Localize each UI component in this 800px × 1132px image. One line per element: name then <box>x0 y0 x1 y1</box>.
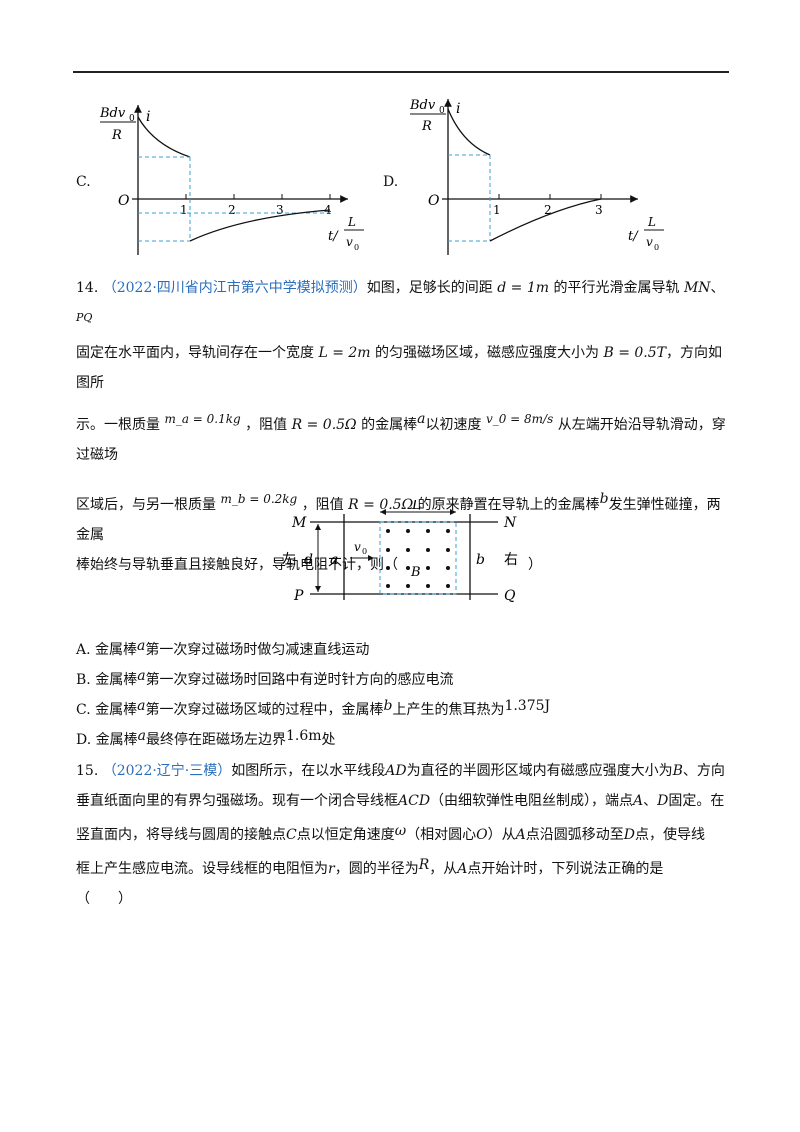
tick-3: 3 <box>595 203 603 217</box>
question-source: （2022·辽宁·三模） <box>102 763 232 779</box>
header-rule <box>73 71 729 73</box>
graph-option-c: Bdv 0 R i O 1 2 3 4 t/ L v 0 <box>99 105 364 255</box>
q15-line-4: 框上产生感应电流。设导线框的电阻恒为r，圆的半径为R，从A点开始计时，下列说法正… <box>76 857 664 877</box>
y-axis-letter: i <box>456 101 460 117</box>
svg-text:B: B <box>410 565 421 580</box>
width-value: L = 2m <box>318 344 371 361</box>
y-label-den: R <box>111 128 122 143</box>
origin-label: O <box>118 193 130 209</box>
origin-label: O <box>428 193 440 209</box>
y-label-sub: 0 <box>129 114 135 124</box>
question-14-text: 14. （2022·四川省内江市第六中学模拟预测）如图，足够长的间距 d = 1… <box>76 273 726 580</box>
x-label-num: L <box>647 215 656 229</box>
question-number: 15. <box>76 763 99 779</box>
tick-1: 1 <box>180 203 188 217</box>
y-label-sub: 0 <box>439 106 445 116</box>
option-d[interactable]: D. 金属棒a最终停在距磁场左边界1.6m处 <box>76 728 336 748</box>
tick-3: 3 <box>276 203 284 217</box>
q14-line-4: 区域后，与另一根质量 m_b = 0.2kg ，阻值 R = 0.5Ω 的原来静… <box>76 490 721 543</box>
x-label-sub: 0 <box>654 243 659 252</box>
q14-line-3: 示。一根质量 m_a = 0.1kg ，阻值 R = 0.5Ω 的金属棒a以初速… <box>76 410 726 463</box>
mass-a-value: m_a = 0.1kg <box>164 411 241 426</box>
positive-curve <box>137 116 191 158</box>
q15-line-2: 垂直纸面向里的有界匀强磁场。现有一个闭合导线框ACD（由细软弹性电阻丝制成），端… <box>76 793 725 809</box>
svg-text:Q: Q <box>504 588 516 604</box>
velocity-value: v_0 = 8m/s <box>485 411 554 426</box>
svg-text:M: M <box>291 515 307 531</box>
option-c[interactable]: C. 金属棒a第一次穿过磁场区域的过程中，金属棒b上产生的焦耳热为1.375J <box>76 698 551 718</box>
svg-text:右: 右 <box>504 552 518 568</box>
x-label-num: L <box>347 215 356 229</box>
negative-curve <box>489 198 602 242</box>
option-b[interactable]: B. 金属棒a第一次穿过磁场时回路中有逆时针方向的感应电流 <box>76 668 454 688</box>
mass-b-value: m_b = 0.2kg <box>220 491 298 506</box>
svg-text:N: N <box>503 515 517 531</box>
svg-text:P: P <box>293 588 304 604</box>
x-label-den: v <box>646 235 653 249</box>
field-region <box>379 521 457 595</box>
svg-text:L: L <box>411 500 421 513</box>
field-dots <box>386 529 450 588</box>
graph-option-d: Bdv 0 R i O 1 2 3 t/ L v 0 <box>409 98 664 255</box>
question-number: 14. <box>76 280 99 296</box>
q14-rail-figure: M N P Q 左 d a v 0 L B b 右 <box>282 500 518 604</box>
negative-curve <box>189 209 331 242</box>
x-label-den: v <box>346 235 353 249</box>
y-axis-letter: i <box>146 109 150 125</box>
y-label-den: R <box>421 119 432 134</box>
field-value: B = 0.5T <box>603 344 667 361</box>
q15-line-1: 15. （2022·辽宁·三模）如图所示，在以水平线段AD为直径的半圆形区域内有… <box>76 763 725 779</box>
y-label-num: Bdv <box>99 106 126 121</box>
svg-text:d: d <box>304 552 313 568</box>
positive-curve <box>447 108 491 156</box>
resistance-b-value: R = 0.5Ω <box>348 496 414 513</box>
q15-line-5: （ ） <box>76 891 132 907</box>
x-label-t: t/ <box>628 229 639 244</box>
y-label-num: Bdv <box>409 98 436 113</box>
question-15-text: 15. （2022·辽宁·三模）如图所示，在以水平线段AD为直径的半圆形区域内有… <box>76 756 726 914</box>
x-label-sub: 0 <box>354 243 359 252</box>
svg-text:a: a <box>330 552 338 568</box>
x-label-t: t/ <box>328 229 339 244</box>
q15-line-3: 竖直面内，将导线与圆周的接触点C点以恒定角速度ω（相对圆心O）从A点沿圆弧移动至… <box>76 823 705 843</box>
option-c-letter: C. <box>76 174 91 190</box>
tick-2: 2 <box>544 203 552 217</box>
q14-line-2: 固定在水平面内，导轨间存在一个宽度 L = 2m 的匀强磁场区域，磁感应强度大小… <box>76 344 723 391</box>
question-source: （2022·四川省内江市第六中学模拟预测） <box>102 280 367 296</box>
svg-text:b: b <box>476 552 485 568</box>
option-a[interactable]: A. 金属棒a第一次穿过磁场时做匀减速直线运动 <box>76 638 370 658</box>
svg-text:v: v <box>354 540 361 554</box>
svg-text:左: 左 <box>282 552 296 568</box>
tick-2: 2 <box>228 203 236 217</box>
option-d-letter: D. <box>383 174 399 190</box>
gap-value: d = 1m <box>497 280 550 296</box>
q14-line-1: 14. （2022·四川省内江市第六中学模拟预测）如图，足够长的间距 d = 1… <box>76 280 725 324</box>
svg-text:0: 0 <box>362 547 367 556</box>
resistance-a-value: R = 0.5Ω <box>291 416 357 433</box>
tick-1: 1 <box>493 203 501 217</box>
